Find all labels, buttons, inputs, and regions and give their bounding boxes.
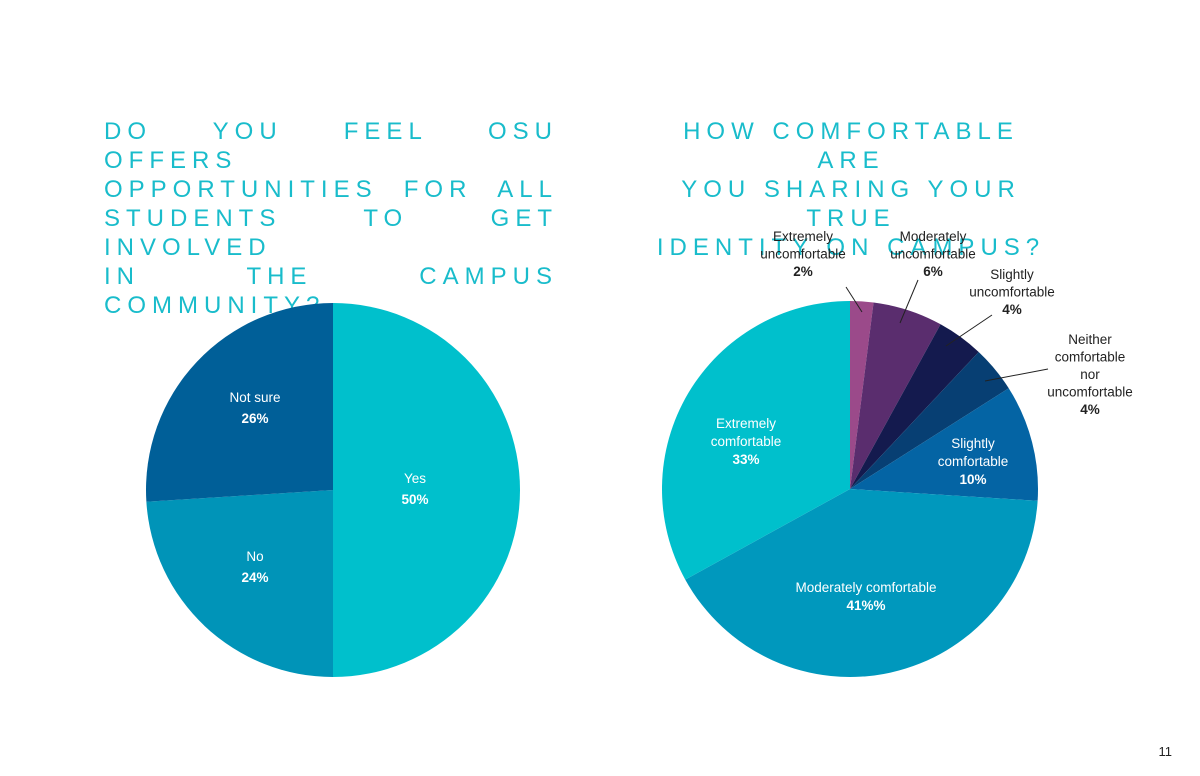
involvement-value-label-no: 24% [241, 570, 268, 585]
identity-label-moderately-uncomfortable: Moderately uncomfortable [890, 229, 976, 262]
identity-value-label-moderately-comfortable: 41%% [846, 598, 885, 613]
identity-value-label-slightly-comfortable: 10% [959, 472, 986, 487]
identity-value-label-extremely-comfortable: 33% [732, 452, 759, 467]
title-line: YOU SHARING YOUR TRUE [681, 176, 1021, 232]
identity-value-label-slightly-uncomfortable: 4% [1002, 302, 1022, 317]
identity-label-neither-comfortable-nor-uncomfortable: Neither comfortable nor uncomfortable [1047, 332, 1133, 400]
identity-value-label-moderately-uncomfortable: 6% [923, 264, 943, 279]
identity-leader-line-neither-comfortable-nor-uncomfortable [984, 368, 1049, 382]
identity-slice-moderately-comfortable [685, 489, 1038, 678]
identity-label-extremely-comfortable: Extremely comfortable [711, 416, 782, 449]
involvement-label-no: No [246, 549, 263, 564]
title-line: DO YOU FEEL OSU OFFERS [104, 118, 558, 174]
involvement-label-not-sure: Not sure [229, 390, 280, 405]
title-line: HOW COMFORTABLE ARE [683, 118, 1019, 174]
identity-slice-neither-comfortable-nor-uncomfortable [850, 351, 1009, 489]
title-line: OPPORTUNITIES FOR ALL [104, 176, 558, 203]
involvement-slice-not-sure [146, 303, 333, 502]
identity-label-moderately-comfortable: Moderately comfortable [795, 580, 936, 595]
identity-value-label-neither-comfortable-nor-uncomfortable: 4% [1080, 402, 1100, 417]
identity-label-extremely-uncomfortable: Extremely uncomfortable [760, 229, 846, 262]
identity-slice-extremely-comfortable [661, 301, 850, 580]
chart-title-identity: HOW COMFORTABLE ARE YOU SHARING YOUR TRU… [646, 117, 1056, 262]
involvement-slice-no [146, 490, 333, 677]
identity-label-slightly-comfortable: Slightly comfortable [938, 436, 1009, 469]
identity-slice-slightly-uncomfortable [850, 324, 979, 489]
identity-slice-extremely-uncomfortable [850, 301, 874, 489]
involvement-value-label-not-sure: 26% [241, 411, 268, 426]
page-number: 11 [1158, 744, 1173, 759]
identity-leader-line-moderately-uncomfortable [899, 279, 919, 324]
title-line: IDENTITY ON CAMPUS? [656, 234, 1046, 261]
involvement-label-yes: Yes [404, 471, 426, 486]
title-line: IN THE CAMPUS COMMUNITY? [104, 263, 558, 319]
chart-title-involvement: DO YOU FEEL OSU OFFERS OPPORTUNITIES FOR… [104, 117, 558, 320]
identity-label-slightly-uncomfortable: Slightly uncomfortable [969, 267, 1055, 300]
involvement-value-label-yes: 50% [401, 492, 428, 507]
identity-slice-slightly-comfortable [850, 388, 1039, 501]
identity-value-label-extremely-uncomfortable: 2% [793, 264, 813, 279]
identity-slice-moderately-uncomfortable [850, 302, 941, 489]
title-line: STUDENTS TO GET INVOLVED [104, 205, 558, 261]
involvement-slice-yes [333, 303, 520, 677]
identity-leader-line-extremely-uncomfortable [845, 286, 863, 313]
identity-leader-line-slightly-uncomfortable [945, 314, 993, 347]
